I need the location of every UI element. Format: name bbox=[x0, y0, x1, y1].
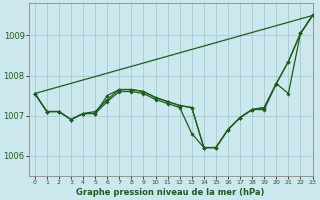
X-axis label: Graphe pression niveau de la mer (hPa): Graphe pression niveau de la mer (hPa) bbox=[76, 188, 265, 197]
